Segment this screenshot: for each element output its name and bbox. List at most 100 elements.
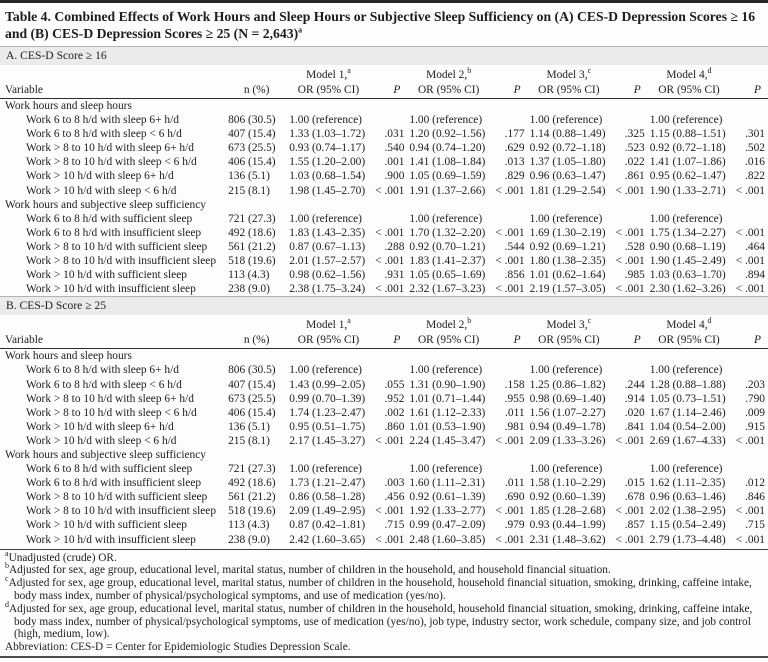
- n-cell: 238 (9.0): [228, 283, 270, 296]
- or-ci-cell: 1.00 (reference): [409, 212, 483, 225]
- model-footnote-marker: d: [707, 316, 712, 326]
- or-ci-cell: 1.04 (0.54–2.00): [649, 420, 726, 433]
- or-ci-cell: 1.01 (0.53–1.90): [409, 420, 486, 433]
- or-ci-cell: 1.33 (1.03–1.72): [289, 128, 366, 141]
- or-ci-cell: 1.83 (1.43–2.35): [289, 226, 366, 239]
- p-value-cell: .952: [384, 392, 405, 405]
- p-value-cell: [490, 212, 528, 226]
- p-value-cell: .931: [384, 269, 405, 282]
- or-ci-cell: 0.92 (0.72–1.18): [529, 142, 606, 155]
- table-row: Work 6 to 8 h/d with sufficient sleep 721…: [0, 462, 768, 476]
- p-value-cell: < .001: [375, 184, 405, 197]
- variable-cell: Work > 8 to 10 h/d with sleep < 6 h/d: [26, 156, 197, 169]
- p-value-cell: [610, 462, 648, 476]
- p-value-cell: .022: [624, 156, 645, 169]
- column-header-p: P: [489, 82, 528, 99]
- variable-cell: Work > 10 h/d with sleep < 6 h/d: [26, 434, 177, 447]
- n-cell: 215 (8.1): [228, 434, 270, 447]
- group-label: Work hours and sleep hours: [5, 350, 132, 363]
- or-ci-cell: 1.83 (1.41–2.37): [409, 255, 486, 268]
- p-value-cell: .715: [384, 519, 405, 532]
- p-value-cell: [370, 212, 408, 226]
- p-value-cell: < .001: [735, 184, 765, 197]
- or-ci-cell: 1.05 (0.73–1.51): [649, 392, 726, 405]
- or-ci-cell: 1.14 (0.88–1.49): [529, 128, 606, 141]
- n-cell: 518 (19.6): [228, 255, 276, 268]
- footnote: aUnadjusted (crude) OR.: [5, 548, 117, 564]
- p-value-cell: < .001: [615, 434, 645, 447]
- p-value-cell: .900: [384, 170, 405, 183]
- or-ci-cell: 2.38 (1.75–3.24): [289, 283, 366, 296]
- or-ci-cell: 1.28 (0.88–1.88): [649, 378, 726, 391]
- or-ci-cell: 1.00 (reference): [289, 114, 362, 127]
- p-value-cell: .177: [504, 128, 525, 141]
- p-value-cell: [370, 462, 408, 476]
- variable-cell: Work > 10 h/d with insufficient sleep: [26, 283, 196, 296]
- or-ci-cell: 1.00 (reference): [409, 463, 483, 476]
- or-ci-cell: 1.74 (1.23–2.47): [289, 406, 366, 419]
- or-ci-cell: 1.37 (1.05–1.80): [529, 156, 606, 169]
- variable-cell: Work 6 to 8 h/d with sleep < 6 h/d: [26, 378, 182, 391]
- p-value-cell: .013: [504, 156, 525, 169]
- column-header-variable: Variable: [0, 332, 227, 350]
- table-top-rule: [0, 0, 768, 3]
- p-value-cell: .016: [745, 156, 765, 169]
- column-header-variable: Variable: [0, 82, 227, 99]
- or-ci-cell: 1.05 (0.65–1.69): [409, 269, 486, 282]
- or-ci-cell: 2.17 (1.45–3.27): [289, 434, 366, 447]
- header-spacer: [226, 315, 287, 333]
- p-value-cell: .158: [504, 378, 525, 391]
- n-cell: 407 (15.4): [228, 378, 276, 391]
- n-cell: 238 (9.0): [228, 533, 270, 546]
- p-value-cell: [730, 462, 768, 476]
- header-spacer: [730, 65, 768, 83]
- or-ci-cell: 0.93 (0.74–1.17): [289, 142, 366, 155]
- or-ci-cell: 0.86 (0.58–1.28): [289, 491, 366, 504]
- or-ci-cell: 0.92 (0.69–1.21): [529, 240, 606, 253]
- p-value-cell: .020: [624, 406, 645, 419]
- p-value-cell: .981: [504, 420, 525, 433]
- model-header: Model 3,c: [546, 316, 592, 332]
- or-ci-cell: 1.03 (0.68–1.54): [289, 170, 366, 183]
- n-cell: 215 (8.1): [228, 184, 270, 197]
- variable-cell: Work > 10 h/d with sufficient sleep: [26, 519, 187, 532]
- table-row: Work > 10 h/d with sleep < 6 h/d 215 (8.1…: [0, 434, 768, 448]
- or-ci-cell: 1.00 (reference): [649, 212, 723, 225]
- p-value-cell: < .001: [495, 505, 525, 518]
- or-ci-cell: 1.80 (1.38–2.35): [529, 255, 606, 268]
- p-value-cell: [610, 363, 648, 377]
- p-value-cell: < .001: [495, 255, 525, 268]
- or-ci-cell: 0.92 (0.60–1.39): [529, 491, 606, 504]
- header-spacer: [370, 65, 408, 83]
- p-value-cell: < .001: [495, 533, 525, 546]
- model-footnote-marker: a: [347, 316, 351, 326]
- p-value-cell: .502: [745, 142, 765, 155]
- p-value-cell: .001: [384, 156, 405, 169]
- p-value-cell: < .001: [615, 255, 645, 268]
- n-cell: 492 (18.6): [228, 226, 276, 239]
- p-value-cell: .244: [624, 378, 645, 391]
- footnote-marker: c: [5, 574, 9, 584]
- section-heading: B. CES-D Score ≥ 25: [0, 296, 768, 316]
- p-value-cell: .985: [624, 269, 645, 282]
- model-header: Model 4,d: [666, 316, 712, 332]
- or-ci-cell: 0.98 (0.69–1.40): [529, 392, 606, 405]
- variable-cell: Work 6 to 8 h/d with sleep 6+ h/d: [26, 364, 179, 377]
- column-header-or: OR (95% CI): [287, 82, 370, 99]
- p-value-cell: < .001: [495, 226, 525, 239]
- or-ci-cell: 1.05 (0.69–1.59): [409, 170, 486, 183]
- p-value-cell: < .001: [735, 283, 765, 296]
- or-ci-cell: 1.92 (1.33–2.77): [409, 505, 486, 518]
- p-value-cell: .203: [745, 378, 765, 391]
- column-header-p: P: [730, 82, 768, 99]
- group-label-row: Work hours and subjective sleep sufficie…: [0, 448, 768, 462]
- model-footnote-marker: c: [587, 316, 592, 326]
- abbreviation-note: Abbreviation: CES-D = Center for Epidemi…: [5, 641, 351, 654]
- p-value-cell: .894: [745, 269, 765, 282]
- variable-cell: Work > 10 h/d with insufficient sleep: [26, 533, 196, 546]
- table-row: Work > 10 h/d with sufficient sleep 113 (…: [0, 518, 768, 532]
- table-row: Work > 8 to 10 h/d with sufficient sleep…: [0, 490, 768, 504]
- p-value-cell: < .001: [735, 255, 765, 268]
- or-ci-cell: 0.94 (0.49–1.78): [529, 420, 606, 433]
- or-ci-cell: 1.00 (reference): [529, 463, 603, 476]
